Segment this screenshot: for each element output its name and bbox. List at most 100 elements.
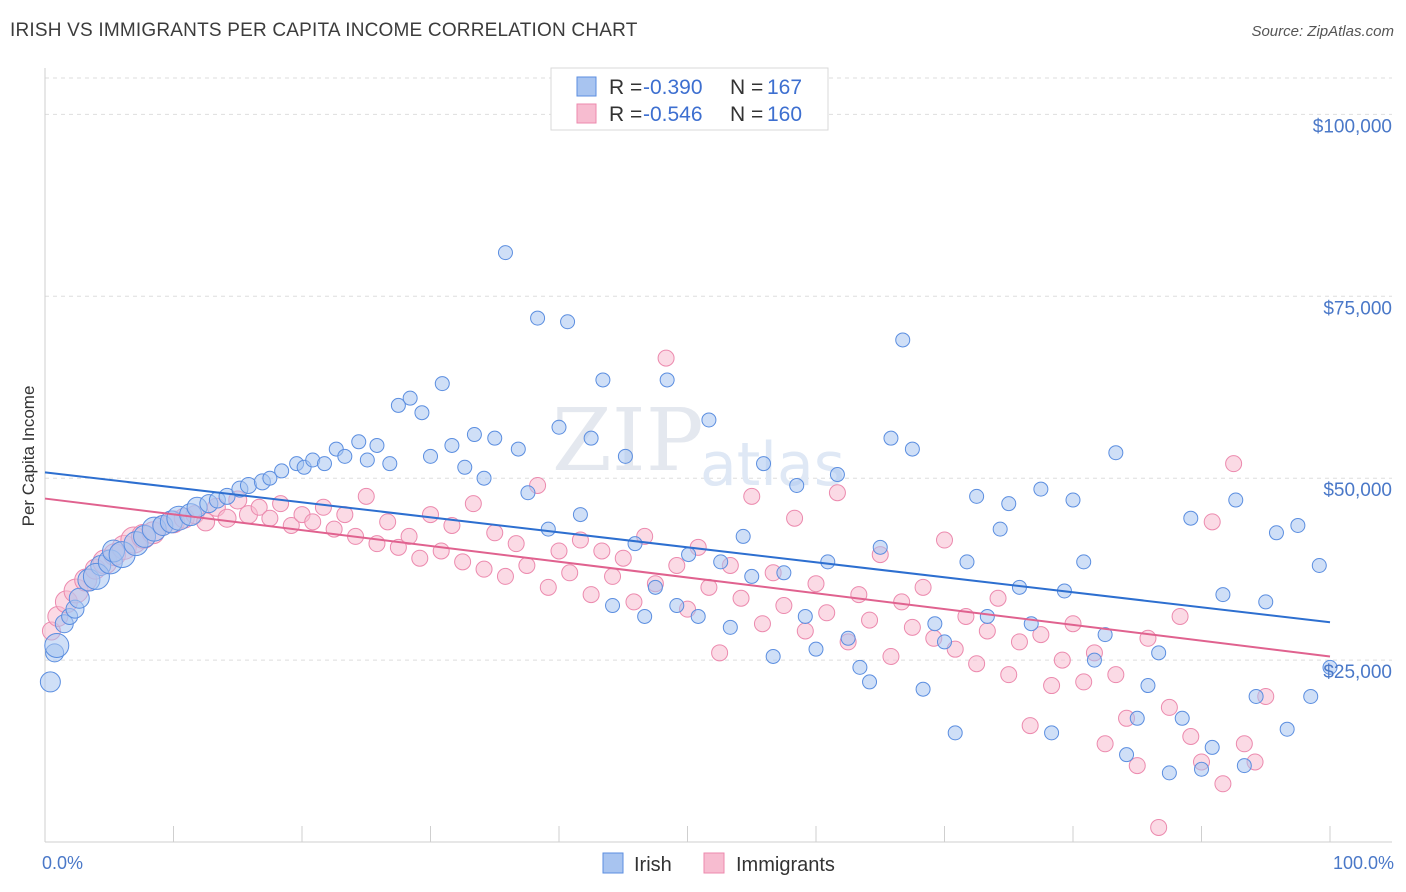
irish-point	[992, 521, 1008, 537]
immigrants-point	[379, 513, 397, 531]
irish-point	[414, 405, 430, 421]
irish-point	[915, 681, 931, 697]
immigrants-point	[1043, 677, 1061, 695]
immigrants-point	[1225, 455, 1243, 473]
immigrants-point	[743, 487, 761, 505]
immigrants-point	[818, 604, 836, 622]
x-tick-label-min: 0.0%	[42, 853, 83, 873]
irish-point	[1194, 761, 1209, 777]
irish-point	[359, 452, 375, 468]
irish-point	[497, 245, 513, 261]
immigrants-point	[1000, 666, 1018, 684]
irish-point	[316, 456, 332, 472]
y-axis-label: Per Capita Income	[19, 386, 38, 527]
irish-point	[1258, 594, 1274, 610]
trend-lines	[44, 471, 1331, 658]
irish-trend-line	[44, 471, 1331, 624]
immigrants-point	[711, 644, 729, 662]
legend-immigrants-r-label: R =	[609, 103, 642, 126]
irish-point	[722, 619, 738, 635]
irish-point	[1183, 510, 1199, 526]
immigrants-point	[1203, 513, 1221, 531]
immigrants-point	[882, 647, 900, 665]
immigrants-point	[217, 508, 237, 528]
immigrants-point	[539, 578, 557, 596]
y-tick-label-3: $25,000	[1323, 662, 1392, 683]
legend-box	[550, 67, 829, 131]
immigrants-point	[668, 557, 686, 575]
immigrants-point	[936, 531, 953, 549]
immigrants-point	[561, 564, 579, 582]
irish-point	[540, 521, 556, 537]
irish-point	[444, 437, 460, 453]
irish-point	[1236, 758, 1252, 774]
y-tick-labels: $100,000 $75,000 $50,000 $25,000	[1313, 116, 1392, 683]
irish-point	[1248, 688, 1264, 704]
irish-point	[701, 412, 717, 428]
irish-point	[44, 633, 70, 659]
immigrants-point	[582, 586, 600, 604]
immigrants-point	[496, 567, 514, 585]
irish-point	[1268, 525, 1284, 541]
immigrants-point	[400, 527, 418, 545]
immigrants-point	[614, 549, 632, 567]
irish-point	[423, 448, 438, 464]
irish-point	[239, 476, 257, 494]
irish-point	[457, 459, 473, 475]
irish-point	[1065, 492, 1081, 508]
irish-point	[937, 634, 952, 650]
irish-point	[627, 536, 643, 552]
immigrants-point	[357, 487, 375, 505]
irish-point	[1076, 554, 1092, 570]
legend-irish-n-value: 167	[767, 76, 802, 99]
irish-point	[1140, 678, 1156, 694]
immigrants-point	[411, 549, 429, 567]
irish-point	[572, 507, 588, 523]
immigrants-point	[1107, 666, 1125, 684]
immigrants-point	[507, 535, 525, 553]
watermark: ZIP atlas	[552, 391, 845, 500]
irish-point	[840, 630, 856, 646]
irish-point	[1129, 710, 1145, 726]
bottom-legend: Irish Immigrants	[602, 852, 835, 876]
irish-point	[883, 430, 899, 446]
immigrants-point	[786, 509, 804, 527]
irish-point	[808, 641, 824, 657]
irish-point	[756, 456, 772, 472]
irish-point	[530, 310, 546, 326]
chart-source: Source: ZipAtlas.com	[1251, 23, 1394, 40]
irish-point	[605, 598, 621, 614]
bottom-legend-immigrants-swatch	[703, 852, 725, 874]
irish-point	[669, 598, 685, 614]
immigrants-point	[550, 542, 568, 560]
immigrants-point	[978, 622, 996, 640]
irish-point	[713, 554, 729, 570]
legend-irish-n-label: N =	[730, 76, 763, 99]
immigrants-point	[475, 560, 493, 578]
legend: R = -0.390 N = 167 R = -0.546 N = 160	[550, 67, 829, 131]
irish-point	[274, 463, 290, 479]
irish-point	[1279, 721, 1295, 737]
y-tick-label-2: $50,000	[1323, 480, 1392, 501]
x-tick-label-max: 100.0%	[1333, 853, 1394, 873]
immigrants-point	[657, 349, 675, 367]
immigrants-point	[432, 542, 450, 560]
legend-irish-r-label: R =	[609, 76, 642, 99]
irish-point	[681, 547, 697, 563]
irish-point	[382, 456, 398, 472]
immigrants-point	[1160, 698, 1178, 716]
watermark-atlas-text: atlas	[700, 430, 845, 500]
y-tick-label-1: $75,000	[1323, 298, 1392, 319]
irish-point	[520, 485, 536, 501]
immigrants-point	[1096, 735, 1114, 753]
legend-immigrants-r-value: -0.546	[643, 103, 703, 126]
irish-point	[402, 390, 418, 406]
irish-point	[1151, 645, 1167, 661]
irish-point	[1215, 587, 1231, 603]
irish-point	[789, 477, 805, 493]
irish-point	[969, 488, 985, 504]
immigrants-point	[443, 516, 461, 534]
immigrants-point	[1053, 651, 1071, 669]
irish-point	[369, 437, 385, 453]
